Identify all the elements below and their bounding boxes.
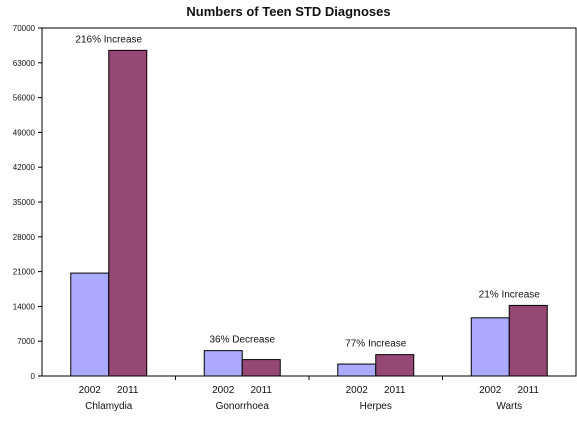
bar-herpes-2011 <box>375 354 415 377</box>
bar-annotation: 21% Increase <box>479 289 541 300</box>
x-sublabel: 2011 <box>384 385 406 396</box>
x-group-label: Chlamydia <box>85 401 133 412</box>
bar-annotation: 36% Decrease <box>209 335 275 346</box>
y-tick-label: 63000 <box>13 59 36 68</box>
y-tick-label: 56000 <box>13 94 36 103</box>
y-tick-label: 70000 <box>13 24 36 33</box>
bar-gonorrhoea-2002 <box>203 350 243 377</box>
bars <box>70 49 548 377</box>
x-sublabel: 2011 <box>517 385 539 396</box>
bar-warts-2002 <box>470 317 510 377</box>
x-group-label: Herpes <box>360 401 392 412</box>
labels: 2002 2011 Chlamydia 216% Increase 2002 2011 Go… <box>75 34 540 412</box>
bar-herpes-2002 <box>337 363 377 377</box>
y-tick-label: 0 <box>31 372 36 381</box>
y-tick-label: 42000 <box>13 163 36 172</box>
y-tick-label: 21000 <box>13 268 36 277</box>
bar-warts-2011 <box>508 304 548 377</box>
chart-title: Numbers of Teen STD Diagnoses <box>186 4 391 19</box>
y-tick-label: 35000 <box>13 198 36 207</box>
x-sublabel: 2011 <box>117 385 139 396</box>
x-sublabel: 2002 <box>479 385 502 396</box>
bar-gonorrhoea-2011 <box>241 359 281 377</box>
x-sublabel: 2011 <box>250 385 272 396</box>
x-sublabel: 2002 <box>346 385 369 396</box>
bar-chlamydia-2011 <box>108 49 148 377</box>
y-tick-label: 49000 <box>13 128 36 137</box>
x-sublabel: 2002 <box>212 385 235 396</box>
y-tick-label: 28000 <box>13 233 36 242</box>
y-tick-label: 7000 <box>17 337 35 346</box>
x-group-label: Warts <box>496 401 522 412</box>
bar-annotation: 77% Increase <box>345 339 407 350</box>
y-tick-label: 14000 <box>13 302 36 311</box>
x-sublabel: 2002 <box>79 385 102 396</box>
x-group-label: Gonorrhoea <box>216 401 270 412</box>
bar-chlamydia-2002 <box>70 272 110 377</box>
bar-annotation: 216% Increase <box>75 34 142 45</box>
axes: 0 7000 14000 21000 28000 35000 42000 49000 56000… <box>13 24 577 381</box>
